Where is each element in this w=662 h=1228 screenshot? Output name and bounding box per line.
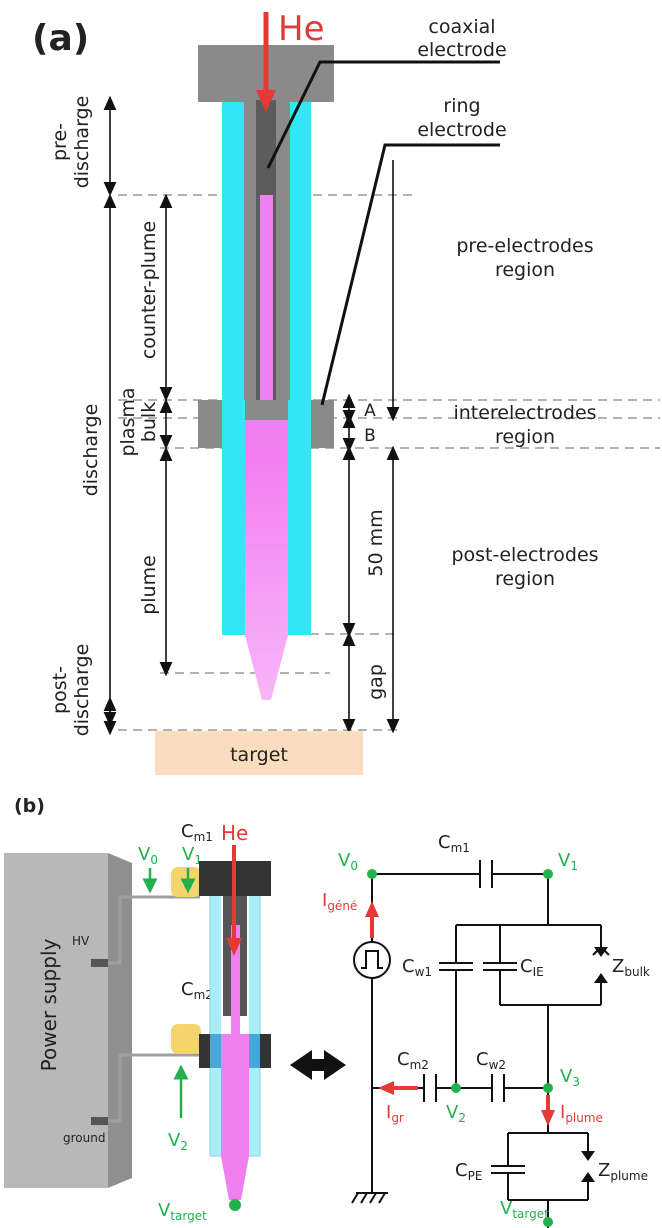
coaxial-callout-line xyxy=(266,60,500,169)
v0-device-label: V0 xyxy=(138,844,158,867)
ring-label-1: ring xyxy=(443,95,480,117)
reference-lines xyxy=(118,194,660,731)
plasma-bulk xyxy=(245,420,288,448)
v2-node xyxy=(451,1083,461,1093)
ground-label: ground xyxy=(63,1131,105,1145)
zbulk-symbol-bottom xyxy=(594,973,608,983)
v3-node xyxy=(543,1083,553,1093)
zplume-symbol-bottom xyxy=(581,1172,595,1182)
panel-b-label: (b) xyxy=(14,795,45,817)
pre-discharge-label-1: pre- xyxy=(49,123,71,161)
mini-counter-plume xyxy=(231,925,240,1035)
mini-plume xyxy=(221,1068,249,1200)
ground-symbol xyxy=(351,1192,388,1204)
v2-device-label: V2 xyxy=(168,1130,188,1153)
ring-callout-line xyxy=(320,143,500,406)
panel-b: (b) Power supply HV ground Cm1 Cm2 V0 V1… xyxy=(4,795,650,1228)
post-discharge-label-2: discharge xyxy=(71,644,93,737)
v2-circuit-label: V2 xyxy=(446,1102,466,1125)
v3-circuit-label: V3 xyxy=(560,1066,580,1089)
igr-label: Igr xyxy=(386,1102,404,1125)
counter-plume-label: counter-plume xyxy=(138,221,160,359)
discharge-label: discharge xyxy=(80,404,102,497)
v0-circuit-label: V0 xyxy=(338,850,358,873)
cm2-capacitor xyxy=(171,1024,201,1054)
cm1-capacitor xyxy=(171,867,201,897)
post-discharge-label-1: post- xyxy=(49,666,71,714)
fifty-mm-label: 50 mm xyxy=(365,509,387,576)
v0-node xyxy=(367,869,377,879)
cm1-label-device: Cm1 xyxy=(181,821,213,844)
cpe-label: CPE xyxy=(455,1160,482,1183)
plume xyxy=(245,448,288,700)
bulk-label: bulk xyxy=(138,402,160,442)
dimension-arrows xyxy=(103,95,400,736)
label-b: B xyxy=(364,426,376,446)
ring-label-2: electrode xyxy=(417,119,506,141)
plume-label: plume xyxy=(138,555,160,615)
panel-a: (a) He xyxy=(32,9,660,775)
counter-plume xyxy=(260,195,273,420)
coaxial-label-1: coaxial xyxy=(428,16,495,38)
interelectrodes-region: region xyxy=(495,426,555,448)
post-electrodes-label: post-electrodes xyxy=(451,544,598,566)
target-label: target xyxy=(230,744,288,766)
equivalence-arrow xyxy=(290,1050,346,1080)
ground-terminal xyxy=(91,1117,108,1125)
pre-electrodes-region: region xyxy=(495,259,555,281)
hv-terminal xyxy=(91,959,108,967)
v1-node xyxy=(543,869,553,879)
panel-a-label: (a) xyxy=(32,18,89,59)
cm2-label-device: Cm2 xyxy=(181,979,213,1002)
vtarget-device-label: Vtarget xyxy=(158,1200,207,1223)
plasma-label: plasma xyxy=(117,387,139,456)
power-supply-box xyxy=(4,853,108,1188)
igene-label: Igéné xyxy=(322,890,357,913)
power-supply-label: Power supply xyxy=(37,938,61,1071)
iplume-label: Iplume xyxy=(560,1102,603,1125)
zplume-symbol-top xyxy=(581,1151,595,1161)
vtarget-node xyxy=(543,1217,553,1227)
cw2-label: Cw2 xyxy=(476,1049,506,1072)
hv-label: HV xyxy=(72,934,90,948)
v1-device-label: V1 xyxy=(182,844,202,867)
mini-he-label: He xyxy=(221,821,248,845)
he-label: He xyxy=(278,9,324,49)
pre-electrodes-label: pre-electrodes xyxy=(456,235,593,257)
cw1-label: Cw1 xyxy=(402,956,432,979)
v1-circuit-label: V1 xyxy=(558,850,578,873)
dielectric-tube-right xyxy=(288,100,311,635)
post-electrodes-region: region xyxy=(495,568,555,590)
target-block xyxy=(155,731,363,775)
zbulk-label: Zbulk xyxy=(612,956,650,979)
coaxial-label-2: electrode xyxy=(417,39,506,61)
zplume-label: Zplume xyxy=(598,1160,648,1183)
zbulk-symbol-top xyxy=(594,947,608,957)
dielectric-tube-left xyxy=(222,100,245,635)
interelectrodes-label: interelectrodes xyxy=(453,402,596,424)
pre-discharge-label-2: discharge xyxy=(71,96,93,189)
cm1-circuit-label: Cm1 xyxy=(438,832,470,855)
gap-label: gap xyxy=(365,664,387,700)
circuit-wires xyxy=(371,860,602,1228)
cm2-circuit-label: Cm2 xyxy=(397,1049,429,1072)
label-a: A xyxy=(364,401,376,421)
pulse-source xyxy=(353,941,391,979)
vtarget-device-node xyxy=(229,1199,241,1211)
vtarget-circuit-label: Vtarget xyxy=(500,1198,549,1221)
cie-label: CIE xyxy=(520,956,544,979)
